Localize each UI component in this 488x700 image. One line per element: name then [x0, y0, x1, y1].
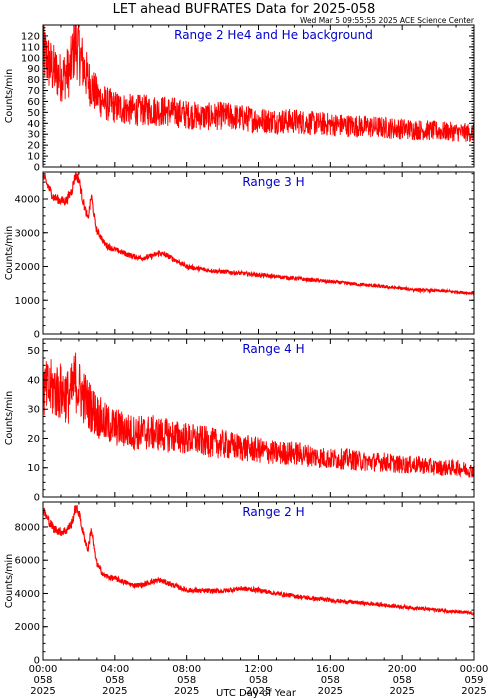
y-tick-label: 1000: [15, 296, 40, 307]
x-tick-doy: 058: [177, 675, 196, 686]
x-tick-doy: 058: [321, 675, 340, 686]
series-line: [43, 504, 474, 616]
y-tick-label: 90: [27, 64, 40, 75]
y-axis-label: Counts/min: [4, 226, 15, 280]
y-tick-label: 70: [27, 86, 40, 97]
x-tick-year: 2025: [102, 686, 127, 697]
x-tick-doy: 058: [393, 675, 412, 686]
x-tick-time: 08:00: [172, 664, 201, 675]
y-axis-label: Counts/min: [4, 554, 15, 608]
x-tick-year: 2025: [246, 686, 271, 697]
y-tick-label: 10: [27, 463, 40, 474]
y-tick-label: 0: [34, 330, 40, 341]
y-tick-label: 4000: [15, 589, 40, 600]
y-tick-label: 0: [34, 656, 40, 667]
y-tick-label: 30: [27, 130, 40, 141]
panel-title: Range 3 H: [242, 175, 304, 189]
y-tick-label: 4000: [15, 195, 40, 206]
panel-frame: [42, 501, 475, 661]
y-tick-label: 20: [27, 434, 40, 445]
y-tick-label: 80: [27, 75, 40, 86]
x-tick-time: 16:00: [316, 664, 345, 675]
x-tick-time: 00:00: [29, 664, 58, 675]
y-tick-label: 50: [27, 346, 40, 357]
x-tick-year: 2025: [461, 686, 486, 697]
y-tick-label: 20: [27, 141, 40, 152]
x-tick-time: 04:00: [100, 664, 129, 675]
panel-title: Range 2 He4 and He background: [174, 28, 373, 42]
y-tick-label: 2000: [15, 262, 40, 273]
panel-4: 0 2000 4000 6000 8000 Range 2 H Counts/min: [4, 501, 475, 667]
x-tick-doy: 058: [249, 675, 268, 686]
y-tick-label: 120: [21, 31, 40, 42]
y-tick-label: 40: [27, 119, 40, 130]
y-tick-label: 30: [27, 405, 40, 416]
y-axis-label: Counts/min: [4, 69, 15, 123]
y-tick-label: 8000: [15, 522, 40, 533]
y-tick-label: 0: [34, 163, 40, 174]
series-line: [43, 172, 474, 297]
y-tick-label: 3000: [15, 228, 40, 239]
panel-2: 0 1000 2000 3000 4000 Range 3 H Counts/min: [4, 171, 475, 341]
x-tick-year: 2025: [389, 686, 414, 697]
x-axis-label: UTC Day of Year: [216, 688, 297, 699]
y-tick-label: 60: [27, 97, 40, 108]
y-tick-label: 110: [21, 42, 40, 53]
y-tick-label: 0: [34, 493, 40, 504]
x-tick-year: 2025: [30, 686, 55, 697]
panel-title: Range 2 H: [242, 505, 304, 519]
x-tick-doy: 058: [105, 675, 124, 686]
y-tick-label: 2000: [15, 622, 40, 633]
panel-frame: [42, 171, 475, 335]
x-tick-time: 12:00: [244, 664, 273, 675]
y-tick-label: 50: [27, 108, 40, 119]
chart-title: LET ahead BUFRATES Data for 2025-058: [113, 2, 376, 17]
y-axis-label: Counts/min: [4, 391, 15, 445]
x-axis: 00:00058202504:00058202508:00058202512:0…: [29, 664, 488, 697]
x-tick-year: 2025: [174, 686, 199, 697]
timestamp: Wed Mar 5 09:55:55 2025 ACE Science Cent…: [300, 16, 475, 25]
y-tick-label: 100: [21, 53, 40, 64]
series-line: [43, 25, 474, 143]
panel-title: Range 4 H: [242, 342, 304, 356]
y-tick-label: 6000: [15, 556, 40, 567]
x-tick-year: 2025: [318, 686, 343, 697]
panel-3: 0 10 20 30 40 50 Range 4 H Counts/min: [4, 338, 475, 504]
x-tick-time: 00:00: [460, 664, 488, 675]
y-tick-label: 10: [27, 152, 40, 163]
y-tick-label: 40: [27, 375, 40, 386]
x-tick-doy: 059: [464, 675, 483, 686]
x-tick-doy: 058: [33, 675, 52, 686]
x-tick-time: 20:00: [388, 664, 417, 675]
series-line: [43, 352, 474, 478]
